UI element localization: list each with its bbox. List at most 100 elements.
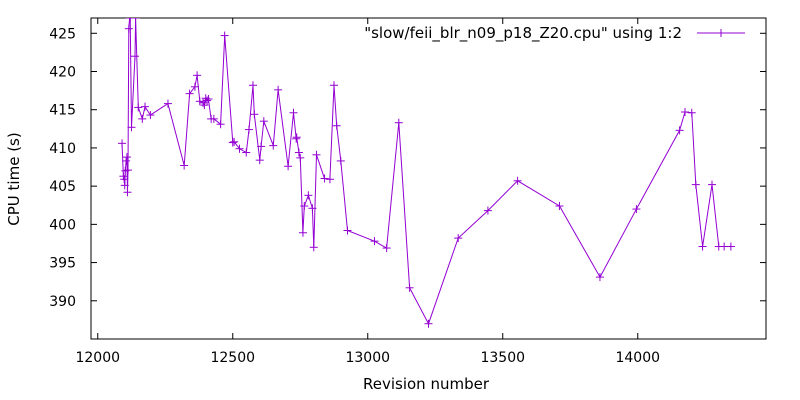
y-tick-label: 410 <box>49 141 76 157</box>
data-point <box>180 161 189 170</box>
data-point <box>382 244 391 253</box>
data-point <box>300 202 309 211</box>
y-tick-label: 415 <box>49 103 76 119</box>
data-point <box>228 138 237 147</box>
data-point <box>274 85 283 94</box>
data-point <box>309 243 318 252</box>
y-tick-label: 400 <box>49 217 76 233</box>
data-point <box>555 202 564 211</box>
data-point <box>513 176 522 185</box>
x-tick-label: 13500 <box>480 350 525 366</box>
data-point <box>292 133 301 142</box>
y-tick-label: 425 <box>49 26 76 42</box>
data-point <box>681 108 689 117</box>
data-point <box>131 18 140 22</box>
data-point <box>632 205 641 214</box>
data-point <box>483 206 492 215</box>
data-point <box>120 181 129 190</box>
data-point <box>235 144 244 153</box>
data-point <box>289 108 298 117</box>
data-point <box>394 118 403 127</box>
data-point <box>216 120 225 129</box>
data-point <box>193 71 202 80</box>
data-point <box>259 117 268 126</box>
data-point <box>424 319 433 328</box>
series-layer <box>118 18 735 328</box>
data-point <box>138 114 147 123</box>
data-point <box>126 18 135 22</box>
data-point <box>204 95 213 104</box>
axis-tick-labels: 12000 12500 13000 13500 14000 390 395 400 405 410… <box>49 26 660 366</box>
data-point <box>255 156 264 165</box>
data-point <box>332 121 341 130</box>
data-point <box>595 273 604 282</box>
x-tick-label: 12500 <box>210 350 255 366</box>
data-point <box>118 139 127 148</box>
data-point <box>726 242 735 251</box>
y-tick-label: 405 <box>49 179 76 195</box>
data-point <box>200 101 209 110</box>
axis-ticks <box>91 18 766 339</box>
x-tick-label: 14000 <box>615 350 660 366</box>
data-point <box>294 148 303 157</box>
data-point <box>687 108 696 117</box>
series-group <box>118 18 735 328</box>
data-point <box>146 111 155 120</box>
data-point <box>269 141 278 150</box>
data-point <box>123 188 132 197</box>
legend-marker <box>717 29 725 37</box>
data-point <box>720 242 729 251</box>
data-point <box>250 110 259 119</box>
plot-border <box>90 17 767 340</box>
data-point <box>242 148 251 157</box>
data-point <box>131 52 140 61</box>
data-point <box>298 228 307 237</box>
data-point <box>343 226 352 235</box>
x-tick-label: 13000 <box>345 350 390 366</box>
data-point <box>336 156 345 165</box>
data-point <box>691 180 700 189</box>
data-point <box>127 123 136 132</box>
data-point <box>123 166 132 175</box>
data-point <box>284 162 293 171</box>
data-point <box>308 204 317 213</box>
plot-frame <box>90 17 767 340</box>
data-point <box>312 150 321 159</box>
data-point <box>163 99 172 108</box>
data-point <box>134 103 143 112</box>
legend: "slow/feii_blr_n09_p18_Z20.cpu" using 1:… <box>364 24 745 43</box>
data-point <box>230 137 239 146</box>
y-axis-title: CPU time (s) <box>5 132 23 225</box>
data-point <box>698 242 707 251</box>
y-tick-label: 395 <box>49 256 76 272</box>
data-point <box>185 89 194 98</box>
data-point <box>249 81 257 90</box>
data-point <box>209 114 218 123</box>
data-point <box>120 175 129 184</box>
data-point <box>296 153 305 162</box>
data-point <box>220 31 229 40</box>
data-point <box>325 175 334 184</box>
data-point <box>124 24 133 33</box>
data-point <box>257 142 266 151</box>
x-axis-title: Revision number <box>363 375 490 393</box>
data-point <box>370 237 379 246</box>
series-line <box>121 18 731 325</box>
y-tick-label: 420 <box>49 65 76 81</box>
data-point <box>454 234 463 243</box>
data-point <box>125 18 134 22</box>
data-point <box>244 125 253 134</box>
data-point <box>203 96 212 105</box>
data-point <box>141 102 149 111</box>
x-tick-label: 12000 <box>75 350 120 366</box>
data-point <box>190 82 199 91</box>
data-point <box>122 156 131 165</box>
data-point <box>675 126 684 135</box>
data-point <box>330 81 338 90</box>
data-point <box>292 134 301 143</box>
data-point <box>122 153 131 162</box>
data-point <box>195 97 204 106</box>
data-point <box>405 283 414 292</box>
legend-label: "slow/feii_blr_n09_p18_Z20.cpu" using 1:… <box>364 24 682 43</box>
